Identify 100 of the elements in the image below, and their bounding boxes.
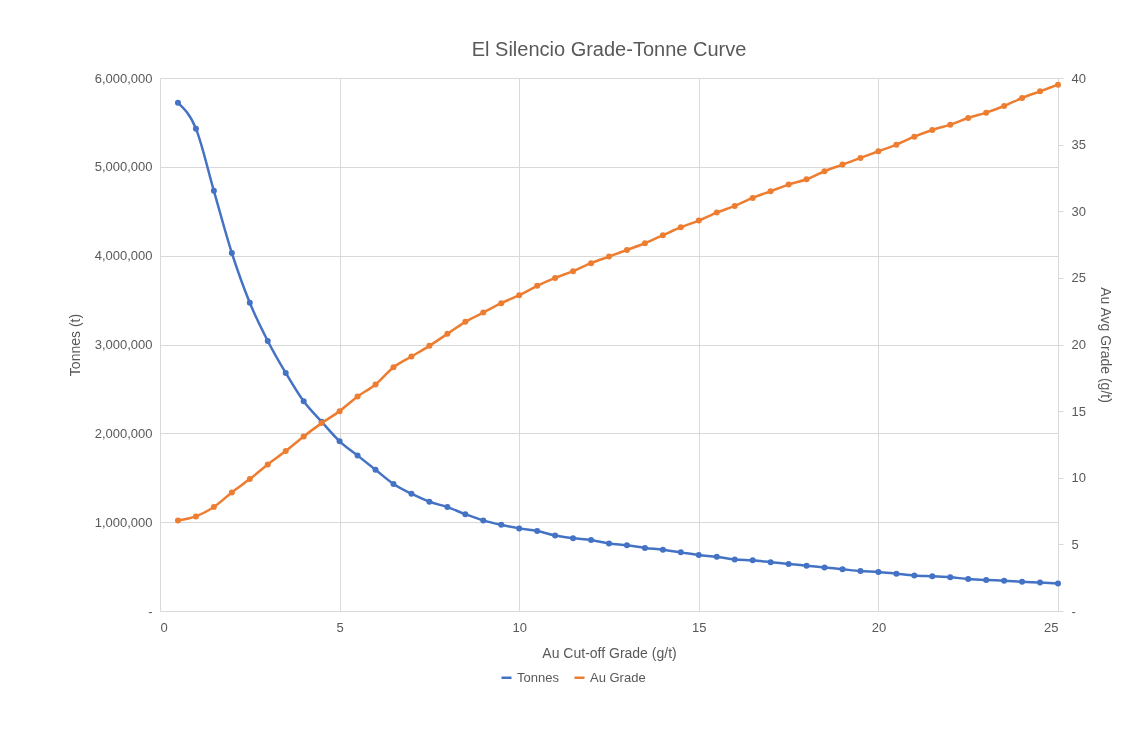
point	[516, 525, 523, 532]
point	[1037, 579, 1044, 586]
y2-tick-label: 15	[1071, 403, 1086, 419]
point	[444, 330, 451, 337]
x-tick-label: 20	[871, 619, 887, 635]
point	[570, 268, 577, 275]
point	[947, 121, 954, 128]
point	[228, 489, 235, 496]
point	[300, 433, 307, 440]
point	[426, 498, 433, 505]
point	[1019, 578, 1026, 585]
y-tick-label: -	[148, 603, 153, 619]
point	[1001, 577, 1008, 584]
point	[911, 133, 918, 140]
point	[480, 309, 487, 316]
point	[695, 552, 702, 559]
point	[228, 250, 235, 256]
point	[857, 568, 864, 575]
y2-axis-title: Au Avg Grade (g/t)	[1097, 287, 1114, 403]
point	[390, 480, 397, 487]
y2-tick-label: 25	[1071, 270, 1086, 286]
point	[282, 448, 289, 455]
point	[1001, 102, 1008, 109]
point	[354, 393, 361, 400]
point	[821, 168, 828, 175]
point	[839, 566, 846, 573]
point	[875, 148, 882, 155]
point	[695, 217, 702, 224]
chart-title: El Silencio Grade-Tonne Curve	[471, 38, 747, 60]
point	[659, 546, 666, 553]
point	[677, 224, 684, 231]
y2-tick-label: -	[1071, 603, 1076, 619]
point	[731, 202, 738, 209]
point	[1019, 94, 1026, 101]
point	[516, 292, 523, 299]
point	[606, 540, 612, 547]
point	[354, 452, 361, 459]
point	[893, 570, 900, 577]
x-tick-label: 15	[692, 619, 707, 635]
y2-tick-label: 5	[1071, 536, 1079, 552]
point	[174, 99, 181, 106]
point	[264, 461, 271, 468]
point	[803, 562, 810, 569]
point	[174, 517, 181, 524]
y-axis-title: Tonnes (t)	[66, 313, 83, 377]
y-tick-label: 6,000,000	[94, 70, 153, 86]
point	[911, 572, 918, 579]
point	[983, 109, 990, 116]
point	[408, 490, 415, 497]
point	[372, 466, 379, 473]
point	[408, 353, 415, 360]
y2-tick-label: 30	[1071, 203, 1086, 219]
point	[965, 114, 972, 121]
point	[552, 274, 559, 281]
point	[480, 517, 487, 524]
x-axis-title: Au Cut-off Grade (g/t)	[542, 644, 677, 661]
point	[803, 176, 810, 183]
y2-tick-label: 35	[1071, 137, 1086, 153]
point	[534, 282, 541, 289]
point	[588, 260, 595, 267]
point	[606, 253, 612, 260]
point	[282, 369, 289, 376]
point	[210, 187, 217, 194]
x-tick-label: 10	[512, 619, 527, 635]
point	[641, 240, 648, 247]
point	[210, 504, 217, 511]
point	[246, 299, 253, 306]
point	[462, 318, 469, 325]
point	[552, 532, 559, 539]
x-tick-label: 5	[336, 619, 344, 635]
point	[749, 557, 756, 564]
point	[246, 476, 253, 483]
point	[192, 513, 199, 520]
point	[965, 576, 972, 583]
point	[929, 573, 936, 580]
point	[785, 181, 792, 188]
point	[875, 568, 882, 575]
point	[983, 576, 990, 583]
point	[336, 408, 343, 415]
point	[857, 154, 864, 161]
point	[444, 504, 451, 511]
y-tick-label: 3,000,000	[94, 337, 153, 352]
point	[767, 559, 774, 566]
point	[713, 553, 720, 560]
point	[623, 246, 630, 253]
point	[300, 398, 307, 405]
point	[929, 126, 936, 133]
y2-tick-label: 10	[1071, 470, 1086, 486]
point	[336, 438, 343, 445]
y-tick-label: 1,000,000	[94, 514, 153, 530]
y-tick-label: 4,000,000	[94, 248, 153, 264]
point	[713, 209, 720, 216]
point	[947, 574, 954, 581]
point	[588, 536, 595, 543]
point	[641, 544, 648, 551]
y-tick-label: 2,000,000	[94, 425, 153, 441]
point	[1037, 88, 1044, 95]
x-tick-label: 25	[1044, 619, 1059, 635]
point	[893, 141, 900, 148]
legend-label: Tonnes	[517, 669, 560, 685]
